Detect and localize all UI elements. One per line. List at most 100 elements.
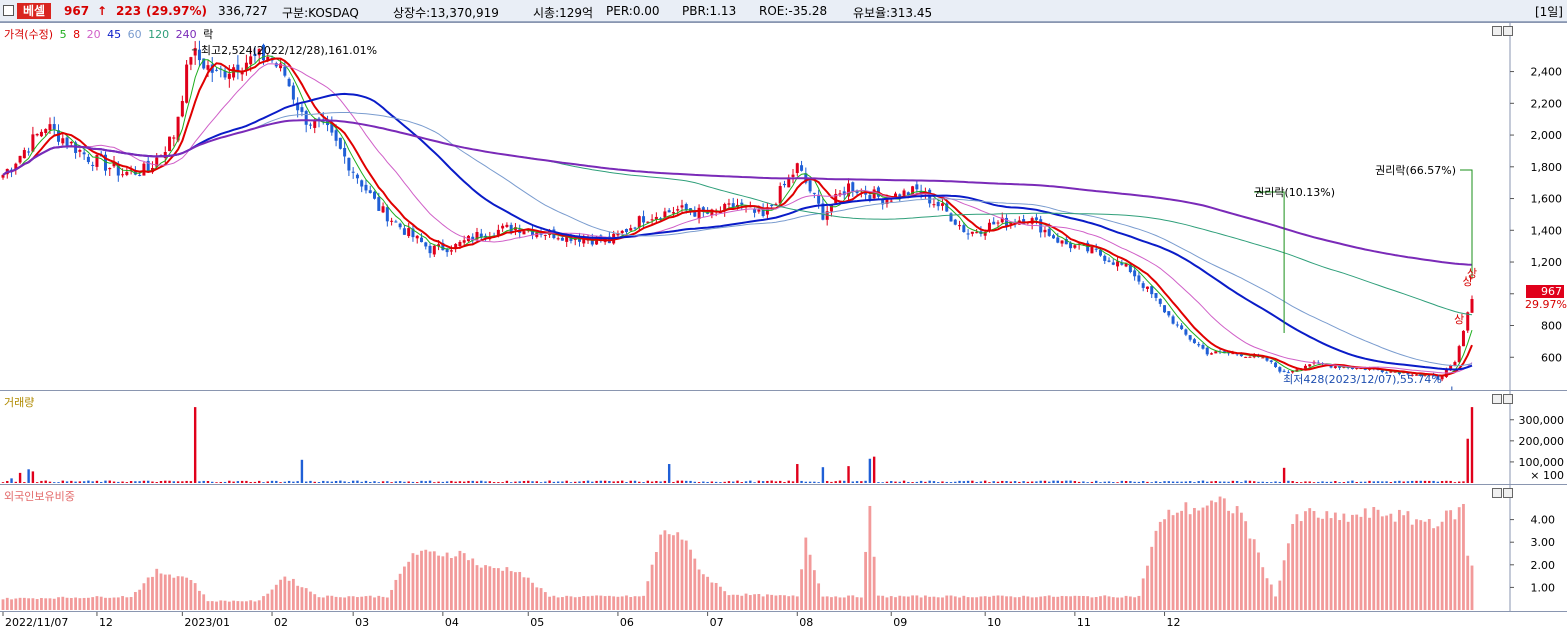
- volume-bar: [761, 481, 765, 483]
- ma120-legend[interactable]: 120: [148, 28, 170, 41]
- candle-body: [338, 137, 342, 149]
- volume-bar: [796, 464, 799, 483]
- select-checkbox[interactable]: [3, 5, 14, 16]
- candle-body: [1022, 219, 1026, 224]
- volume-minimize-icon[interactable]: [1492, 394, 1502, 404]
- pane-minimize-icon[interactable]: [1492, 26, 1502, 36]
- foreign-bar: [87, 597, 90, 610]
- candle-body: [1239, 354, 1243, 357]
- foreign-bar: [800, 569, 803, 610]
- foreign-bar: [317, 597, 321, 610]
- foreign-bar: [932, 596, 936, 610]
- pane-close-icon[interactable]: [1503, 26, 1513, 36]
- foreign-close-icon[interactable]: [1503, 488, 1513, 498]
- candle-body: [1090, 246, 1094, 254]
- volume-bar: [398, 481, 402, 483]
- volume-bar: [1107, 481, 1111, 483]
- volume-bar: [1432, 480, 1435, 483]
- foreign-bar: [99, 596, 103, 610]
- volume-legend-label: 거래량: [4, 396, 35, 409]
- volume-bar: [770, 480, 773, 483]
- volume-bar: [1026, 481, 1030, 483]
- ma20-legend[interactable]: 20: [86, 28, 101, 41]
- volume-bar: [680, 480, 684, 483]
- stock-name[interactable]: 베셀: [17, 3, 52, 19]
- volume-bar: [1095, 480, 1098, 483]
- volume-bar: [240, 480, 244, 483]
- foreign-bar: [48, 598, 52, 610]
- candle-body: [659, 218, 663, 220]
- candle-body: [155, 157, 159, 167]
- candle-body: [1393, 371, 1397, 373]
- foreign-bar: [138, 589, 142, 610]
- foreign-bar: [334, 596, 338, 610]
- volume-bar: [1154, 481, 1158, 483]
- foreign-bar: [569, 596, 573, 610]
- candle-body: [654, 216, 658, 220]
- volume-bar: [420, 480, 423, 483]
- candle-body: [146, 160, 150, 171]
- volume-bar: [1462, 481, 1465, 483]
- volume-bar: [1359, 481, 1363, 483]
- volume-bar: [1428, 480, 1431, 483]
- foreign-bar: [1316, 517, 1320, 610]
- foreign-bar: [573, 597, 577, 610]
- foreign-bar: [748, 595, 752, 610]
- candle-body: [193, 48, 197, 56]
- volume-bar: [757, 480, 761, 483]
- foreign-bar: [719, 586, 722, 610]
- volume-bar: [697, 482, 701, 483]
- volume-bar: [1299, 482, 1303, 483]
- candle-body: [782, 183, 786, 186]
- volume-bar: [1321, 481, 1324, 483]
- volume-bar: [172, 481, 176, 483]
- candle-body: [78, 150, 82, 152]
- foreign-bar: [40, 598, 43, 610]
- foreign-bar: [902, 596, 906, 610]
- foreign-bar: [484, 565, 487, 610]
- candle-body: [1295, 369, 1299, 372]
- ma8-legend[interactable]: 8: [73, 28, 81, 41]
- foreign-bar: [1415, 519, 1418, 610]
- candle-body: [1180, 325, 1184, 330]
- volume-tick-label: 300,000: [1519, 414, 1565, 427]
- candle-body: [1308, 364, 1312, 367]
- period-button[interactable]: [1일]: [1534, 5, 1563, 19]
- ma240-legend[interactable]: 240: [175, 28, 197, 41]
- candle-body: [624, 228, 628, 233]
- candle-body: [770, 205, 774, 207]
- foreign-bar: [582, 596, 586, 610]
- ma60-legend[interactable]: 60: [127, 28, 142, 41]
- candle-body: [894, 193, 898, 199]
- foreign-bar: [44, 598, 48, 610]
- candle-body: [1, 174, 5, 178]
- volume-bar: [902, 480, 906, 483]
- foreign-bar: [445, 552, 449, 610]
- foreign-bar: [650, 564, 654, 610]
- volume-bar: [881, 482, 884, 483]
- ma5-legend[interactable]: 5: [59, 28, 67, 41]
- volume-bar: [979, 481, 983, 483]
- volume-bar: [1018, 481, 1021, 483]
- volume-bar: [996, 481, 1000, 483]
- foreign-bar: [1073, 595, 1077, 610]
- foreign-bar: [988, 596, 991, 610]
- foreign-bar: [1240, 512, 1243, 610]
- rights-legend[interactable]: 락: [203, 28, 214, 41]
- foreign-bar: [1342, 513, 1346, 610]
- volume-close-icon[interactable]: [1503, 394, 1513, 404]
- candle-body: [1461, 330, 1465, 347]
- ma120-line: [2, 119, 1473, 316]
- candle-body: [31, 134, 35, 152]
- candle-body: [842, 191, 846, 196]
- foreign-bar: [146, 577, 150, 610]
- volume-bar: [885, 481, 889, 483]
- volume-bar: [561, 481, 564, 483]
- foreign-minimize-icon[interactable]: [1492, 488, 1502, 498]
- foreign-bar: [155, 568, 159, 610]
- candle-body: [829, 205, 833, 212]
- volume-bar: [78, 481, 82, 483]
- ma45-legend[interactable]: 45: [107, 28, 122, 41]
- candle-body: [437, 244, 441, 247]
- volume-bar: [860, 481, 863, 483]
